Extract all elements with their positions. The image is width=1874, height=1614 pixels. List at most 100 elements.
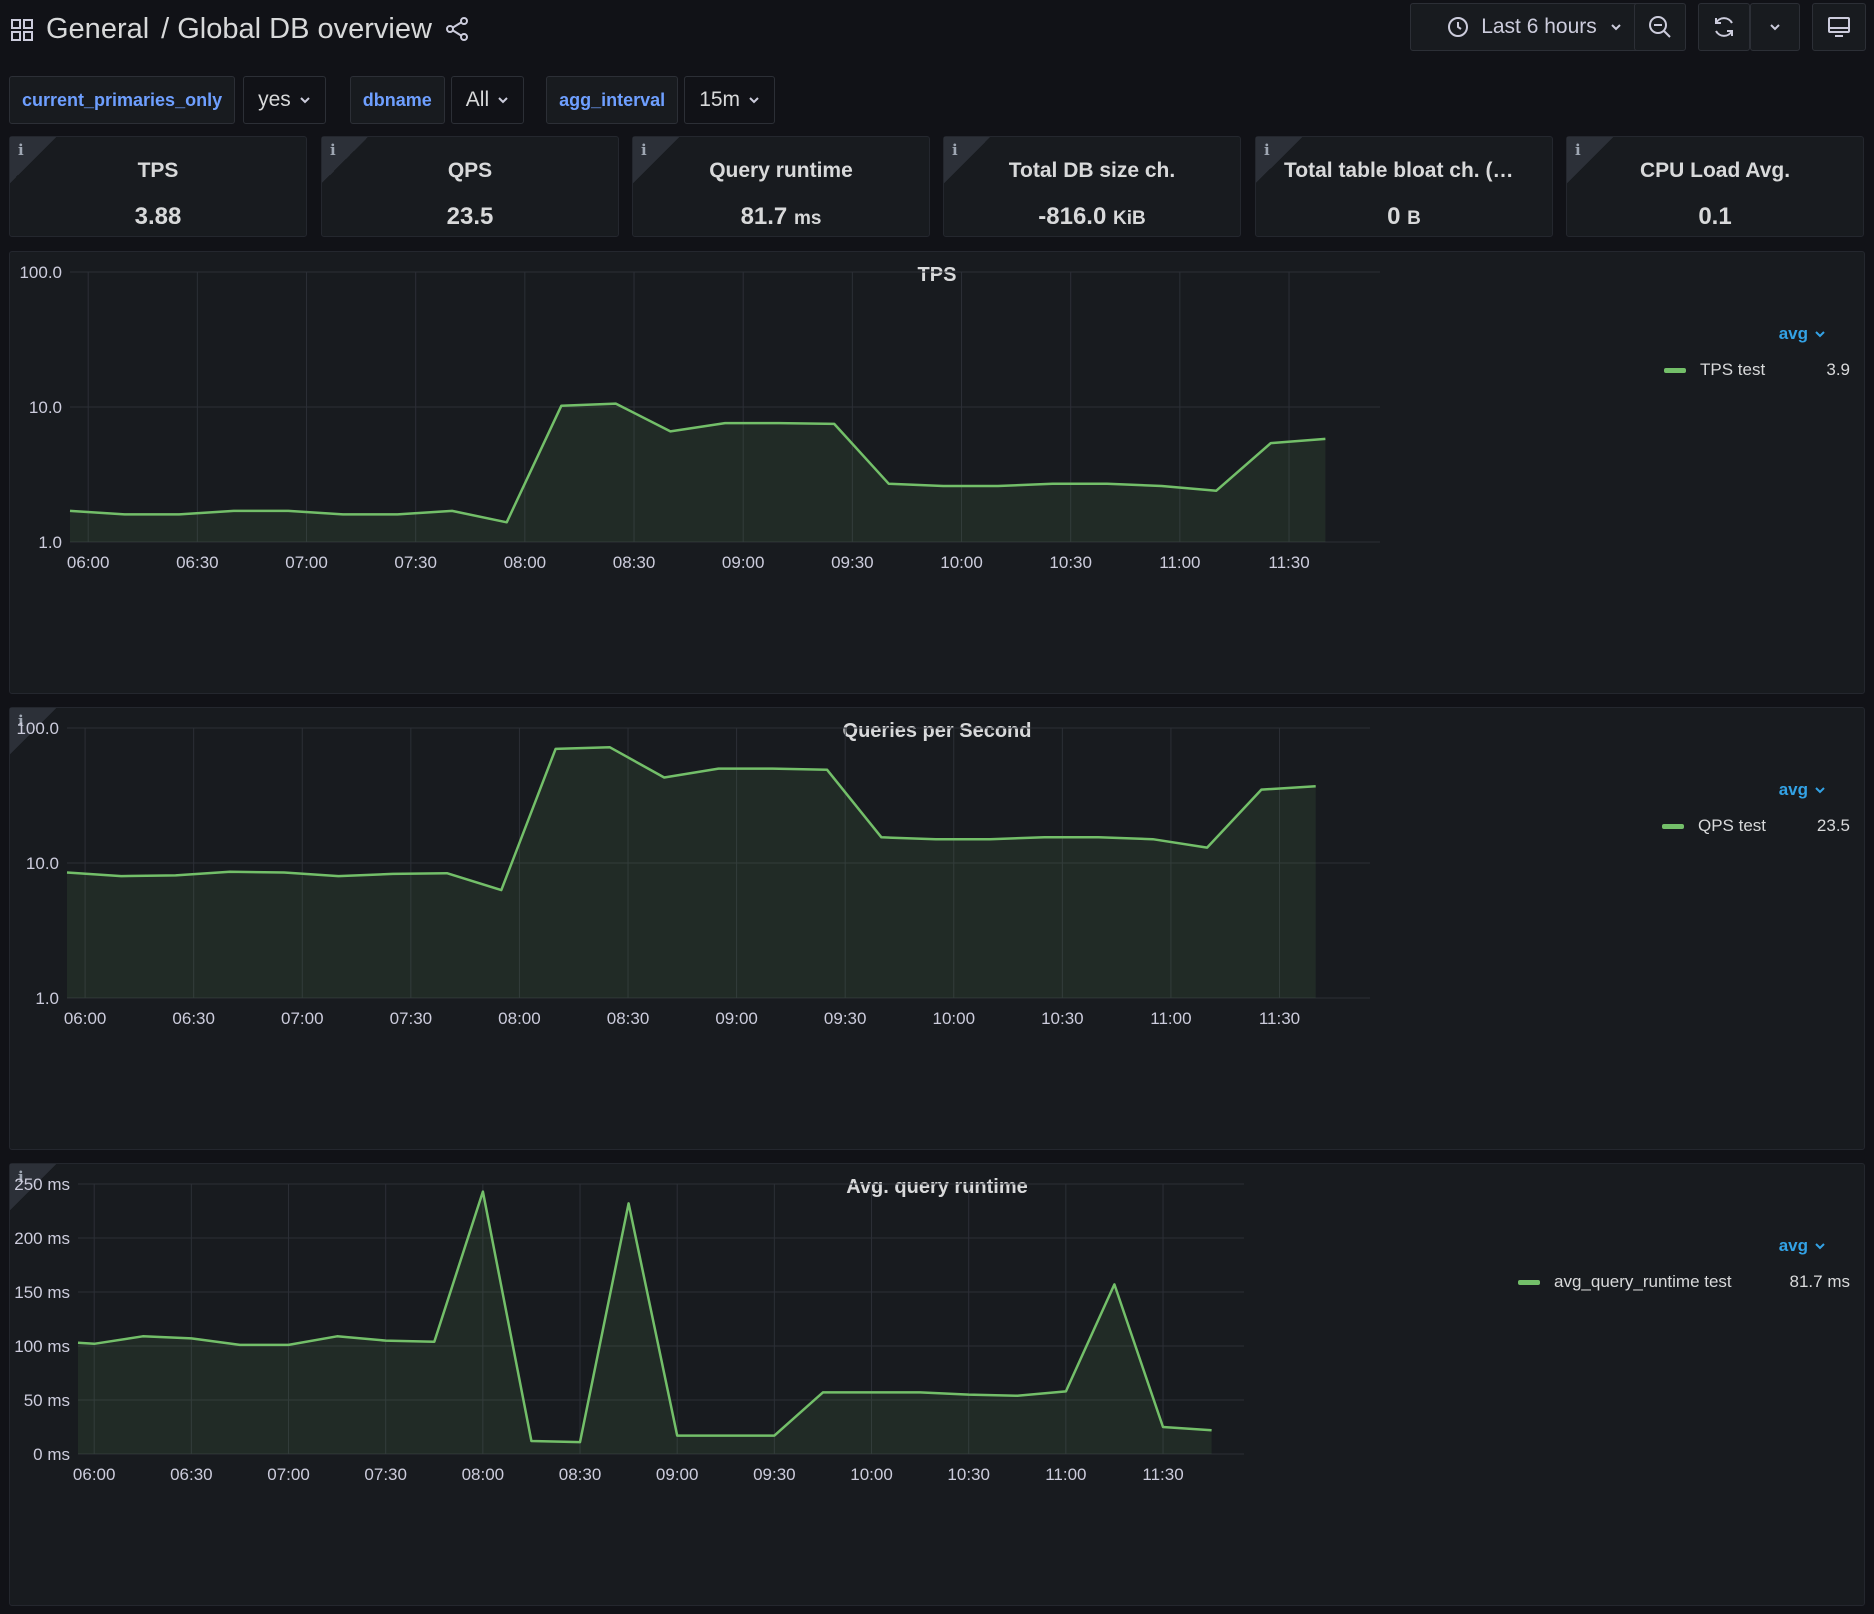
panel-info-icon[interactable]: i <box>322 137 368 183</box>
y-tick-label: 0 ms <box>33 1445 70 1464</box>
y-tick-label: 1.0 <box>35 989 59 1008</box>
tps-chart[interactable]: 1.0 10.0 100.0 06:00 06:30 07:00 07:30 08:00 08… <box>10 252 1670 695</box>
monitor-icon <box>1828 17 1850 37</box>
graph-panel-avg-query-runtime[interactable]: i Avg. query runtime 0 ms 50 ms 100 ms 150 … <box>9 1163 1865 1606</box>
series-line <box>66 746 1316 892</box>
x-tick-label: 08:00 <box>504 553 547 572</box>
dashboards-grid-icon[interactable] <box>10 17 34 41</box>
stat-title: TPS <box>137 159 179 182</box>
refresh-button[interactable] <box>1698 3 1750 51</box>
stat-value: 23.5 <box>446 203 494 230</box>
y-tick-label: 10.0 <box>29 398 62 417</box>
stat-panel-cpu-load[interactable]: i CPU Load Avg. 0.1 <box>1566 136 1864 237</box>
y-tick-label: 100.0 <box>19 263 62 282</box>
panel-info-icon[interactable]: i <box>1256 137 1302 183</box>
x-tick-label: 06:30 <box>172 1009 215 1028</box>
stat-title: QPS <box>447 159 493 182</box>
chevron-down-icon <box>300 97 310 104</box>
avg-query-runtime-chart[interactable]: 0 ms 50 ms 100 ms 150 ms 200 ms 250 ms 06:00 0… <box>10 1164 1510 1607</box>
breadcrumb-folder[interactable]: General <box>46 12 150 45</box>
clock-icon <box>1448 17 1469 37</box>
x-tick-label: 06:00 <box>67 553 110 572</box>
chevron-down-icon <box>1815 1243 1825 1250</box>
x-tick-label: 07:00 <box>281 1009 324 1028</box>
x-tick-label: 07:00 <box>285 553 328 572</box>
breadcrumb-separator: / <box>161 12 170 45</box>
panel-info-icon[interactable]: i <box>944 137 990 183</box>
graph-panel-qps[interactable]: i Queries per Second 1.0 10.0 100.0 06:00 0… <box>9 707 1865 1150</box>
top-bar: General / Global DB overview Last 6 hour… <box>0 0 1874 58</box>
legend-calc-dropdown[interactable]: avg <box>1779 324 1826 344</box>
series-line <box>69 402 1326 524</box>
tv-mode-button[interactable] <box>1812 3 1866 51</box>
x-tick-label: 07:30 <box>394 553 437 572</box>
legend-item[interactable]: avg_query_runtime test 81.7 ms <box>1518 1272 1850 1292</box>
stat-panel-db-size-change[interactable]: i Total DB size ch. -816.0 KiB <box>943 136 1241 237</box>
stat-title: Query runtime <box>709 159 853 182</box>
x-tick-label: 09:30 <box>831 553 874 572</box>
x-tick-label: 11:30 <box>1268 553 1309 572</box>
y-tick-label: 100.0 <box>16 719 59 738</box>
stat-panel-table-bloat-change[interactable]: i Total table bloat ch. (ap... 0 B <box>1255 136 1553 237</box>
breadcrumb: General / Global DB overview <box>10 10 470 48</box>
y-tick-label: 50 ms <box>24 1391 70 1410</box>
x-tick-label: 09:00 <box>656 1465 699 1484</box>
x-tick-label: 11:00 <box>1159 553 1200 572</box>
x-tick-label: 08:30 <box>559 1465 602 1484</box>
series-color-swatch[interactable] <box>1664 367 1686 373</box>
x-tick-label: 08:30 <box>607 1009 650 1028</box>
legend-calc-dropdown[interactable]: avg <box>1779 780 1826 800</box>
series-color-swatch[interactable] <box>1662 823 1684 829</box>
series-line <box>77 1190 1212 1444</box>
y-tick-label: 10.0 <box>26 854 59 873</box>
legend-item[interactable]: TPS test 3.9 <box>1664 360 1850 380</box>
stat-panel-tps[interactable]: i TPS 3.88 <box>9 136 307 237</box>
variable-value: yes <box>258 88 291 111</box>
y-tick-label: 200 ms <box>14 1229 70 1248</box>
stat-panel-qps[interactable]: i QPS 23.5 <box>321 136 619 237</box>
zoom-out-button[interactable] <box>1634 3 1686 51</box>
qps-chart[interactable]: 1.0 10.0 100.0 06:00 06:30 07:00 07:30 08:00 08… <box>10 708 1670 1151</box>
refresh-interval-dropdown[interactable] <box>1750 3 1800 51</box>
page-title[interactable]: Global DB overview <box>177 12 432 45</box>
panel-info-icon[interactable]: i <box>1567 137 1613 183</box>
panel-title: TPS <box>917 264 957 286</box>
panel-info-icon[interactable]: i <box>10 1164 56 1210</box>
x-tick-label: 08:30 <box>613 553 656 572</box>
legend-item[interactable]: QPS test 23.5 <box>1662 816 1850 836</box>
x-tick-label: 10:00 <box>932 1009 975 1028</box>
legend-calc-dropdown[interactable]: avg <box>1779 1236 1826 1256</box>
legend-series-name: avg_query_runtime test <box>1554 1272 1732 1291</box>
chevron-down-icon <box>1815 331 1825 338</box>
x-tick-label: 11:30 <box>1259 1009 1300 1028</box>
chevron-down-icon <box>749 97 759 104</box>
x-tick-label: 08:00 <box>462 1465 505 1484</box>
series-area <box>67 747 1316 998</box>
variable-label-current-primaries-only: current_primaries_only <box>9 76 236 124</box>
x-tick-label: 08:00 <box>498 1009 541 1028</box>
variable-select-agg-interval[interactable]: 15m <box>684 76 776 124</box>
x-tick-label: 09:30 <box>824 1009 867 1028</box>
x-tick-label: 10:30 <box>1049 553 1092 572</box>
series-area <box>78 1191 1212 1454</box>
share-icon[interactable] <box>444 16 470 42</box>
time-range-picker[interactable]: Last 6 hours <box>1410 3 1660 51</box>
stat-title: Total DB size ch. <box>1008 159 1176 182</box>
legend-series-value: 23.5 <box>1816 816 1850 835</box>
variable-value: 15m <box>699 88 741 111</box>
legend-series-value: 81.7 ms <box>1789 1272 1850 1291</box>
y-tick-label: 100 ms <box>14 1337 70 1356</box>
panel-info-icon[interactable]: i <box>10 708 56 754</box>
graph-panel-tps[interactable]: TPS 1.0 10.0 100.0 06:00 06:30 07:00 07:30 08:… <box>9 251 1865 694</box>
variable-select-dbname[interactable]: All <box>450 76 525 124</box>
variable-label-dbname: dbname <box>349 76 445 124</box>
x-tick-label: 07:30 <box>364 1465 407 1484</box>
x-tick-label: 10:30 <box>1041 1009 1084 1028</box>
stat-value: 3.88 <box>134 203 182 230</box>
stat-panel-query-runtime[interactable]: i Query runtime 81.7 ms <box>632 136 930 237</box>
variable-select-current-primaries-only[interactable]: yes <box>243 76 326 124</box>
panel-info-icon[interactable]: i <box>633 137 679 183</box>
panel-info-icon[interactable]: i <box>10 137 56 183</box>
series-color-swatch[interactable] <box>1518 1279 1540 1285</box>
x-tick-label: 10:00 <box>850 1465 893 1484</box>
